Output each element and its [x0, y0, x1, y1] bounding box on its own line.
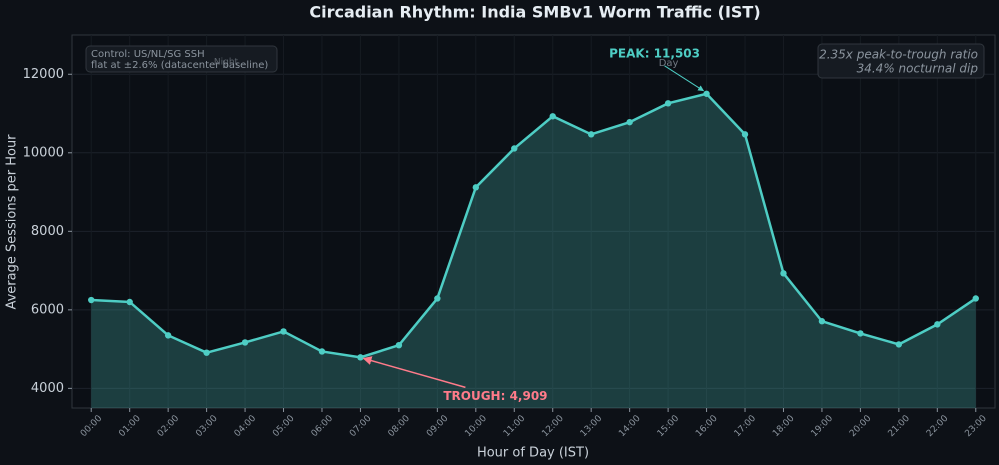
point — [818, 318, 826, 325]
y-tick-label: 10000 — [23, 145, 64, 160]
point — [164, 332, 172, 339]
x-axis-label: Hour of Day (IST) — [477, 446, 589, 461]
ratio-line: 34.4% nocturnal dip — [857, 62, 979, 76]
ratio-box — [817, 43, 985, 79]
line — [91, 92, 977, 359]
ratio-line: 2.35x peak-to-trough ratio — [819, 48, 978, 62]
day-label: Day — [659, 58, 679, 69]
point — [741, 131, 749, 138]
point — [126, 298, 133, 306]
point — [780, 270, 787, 277]
y-axis-label: Average Sessions per Hour — [5, 134, 20, 310]
point — [280, 328, 287, 335]
point — [318, 348, 326, 355]
point — [972, 295, 979, 302]
point — [88, 296, 95, 304]
point — [511, 145, 518, 152]
point — [357, 354, 364, 361]
point — [434, 295, 441, 302]
chart-title: Circadian Rhythm: India SMBv1 Worm Traff… — [309, 3, 760, 22]
y-tick-label: 6000 — [31, 302, 64, 317]
point — [664, 100, 672, 107]
point — [549, 113, 556, 120]
point — [587, 131, 595, 138]
peak-label: PEAK: 11,503 — [609, 46, 700, 60]
y-tick-label: 12000 — [23, 67, 64, 82]
control-line: Control: US/NL/SG SSH — [91, 49, 205, 60]
point — [203, 349, 210, 356]
peak-arrow — [664, 65, 705, 92]
point — [626, 118, 633, 126]
point — [703, 90, 710, 97]
trough-arrow — [362, 356, 466, 389]
y-tick-label: 8000 — [31, 224, 64, 239]
plot-area — [71, 34, 996, 409]
trough-label: TROUGH: 4,909 — [443, 389, 547, 403]
y-tick-label: 4000 — [31, 381, 64, 396]
control-line: flat at ±2.6% (datacenter baseline) — [91, 60, 268, 71]
point — [857, 330, 864, 337]
control-box — [85, 45, 278, 73]
point — [934, 321, 941, 328]
point — [472, 184, 480, 191]
night-label: Night — [214, 58, 239, 68]
point — [395, 341, 403, 349]
point — [241, 339, 249, 346]
point — [895, 341, 903, 348]
